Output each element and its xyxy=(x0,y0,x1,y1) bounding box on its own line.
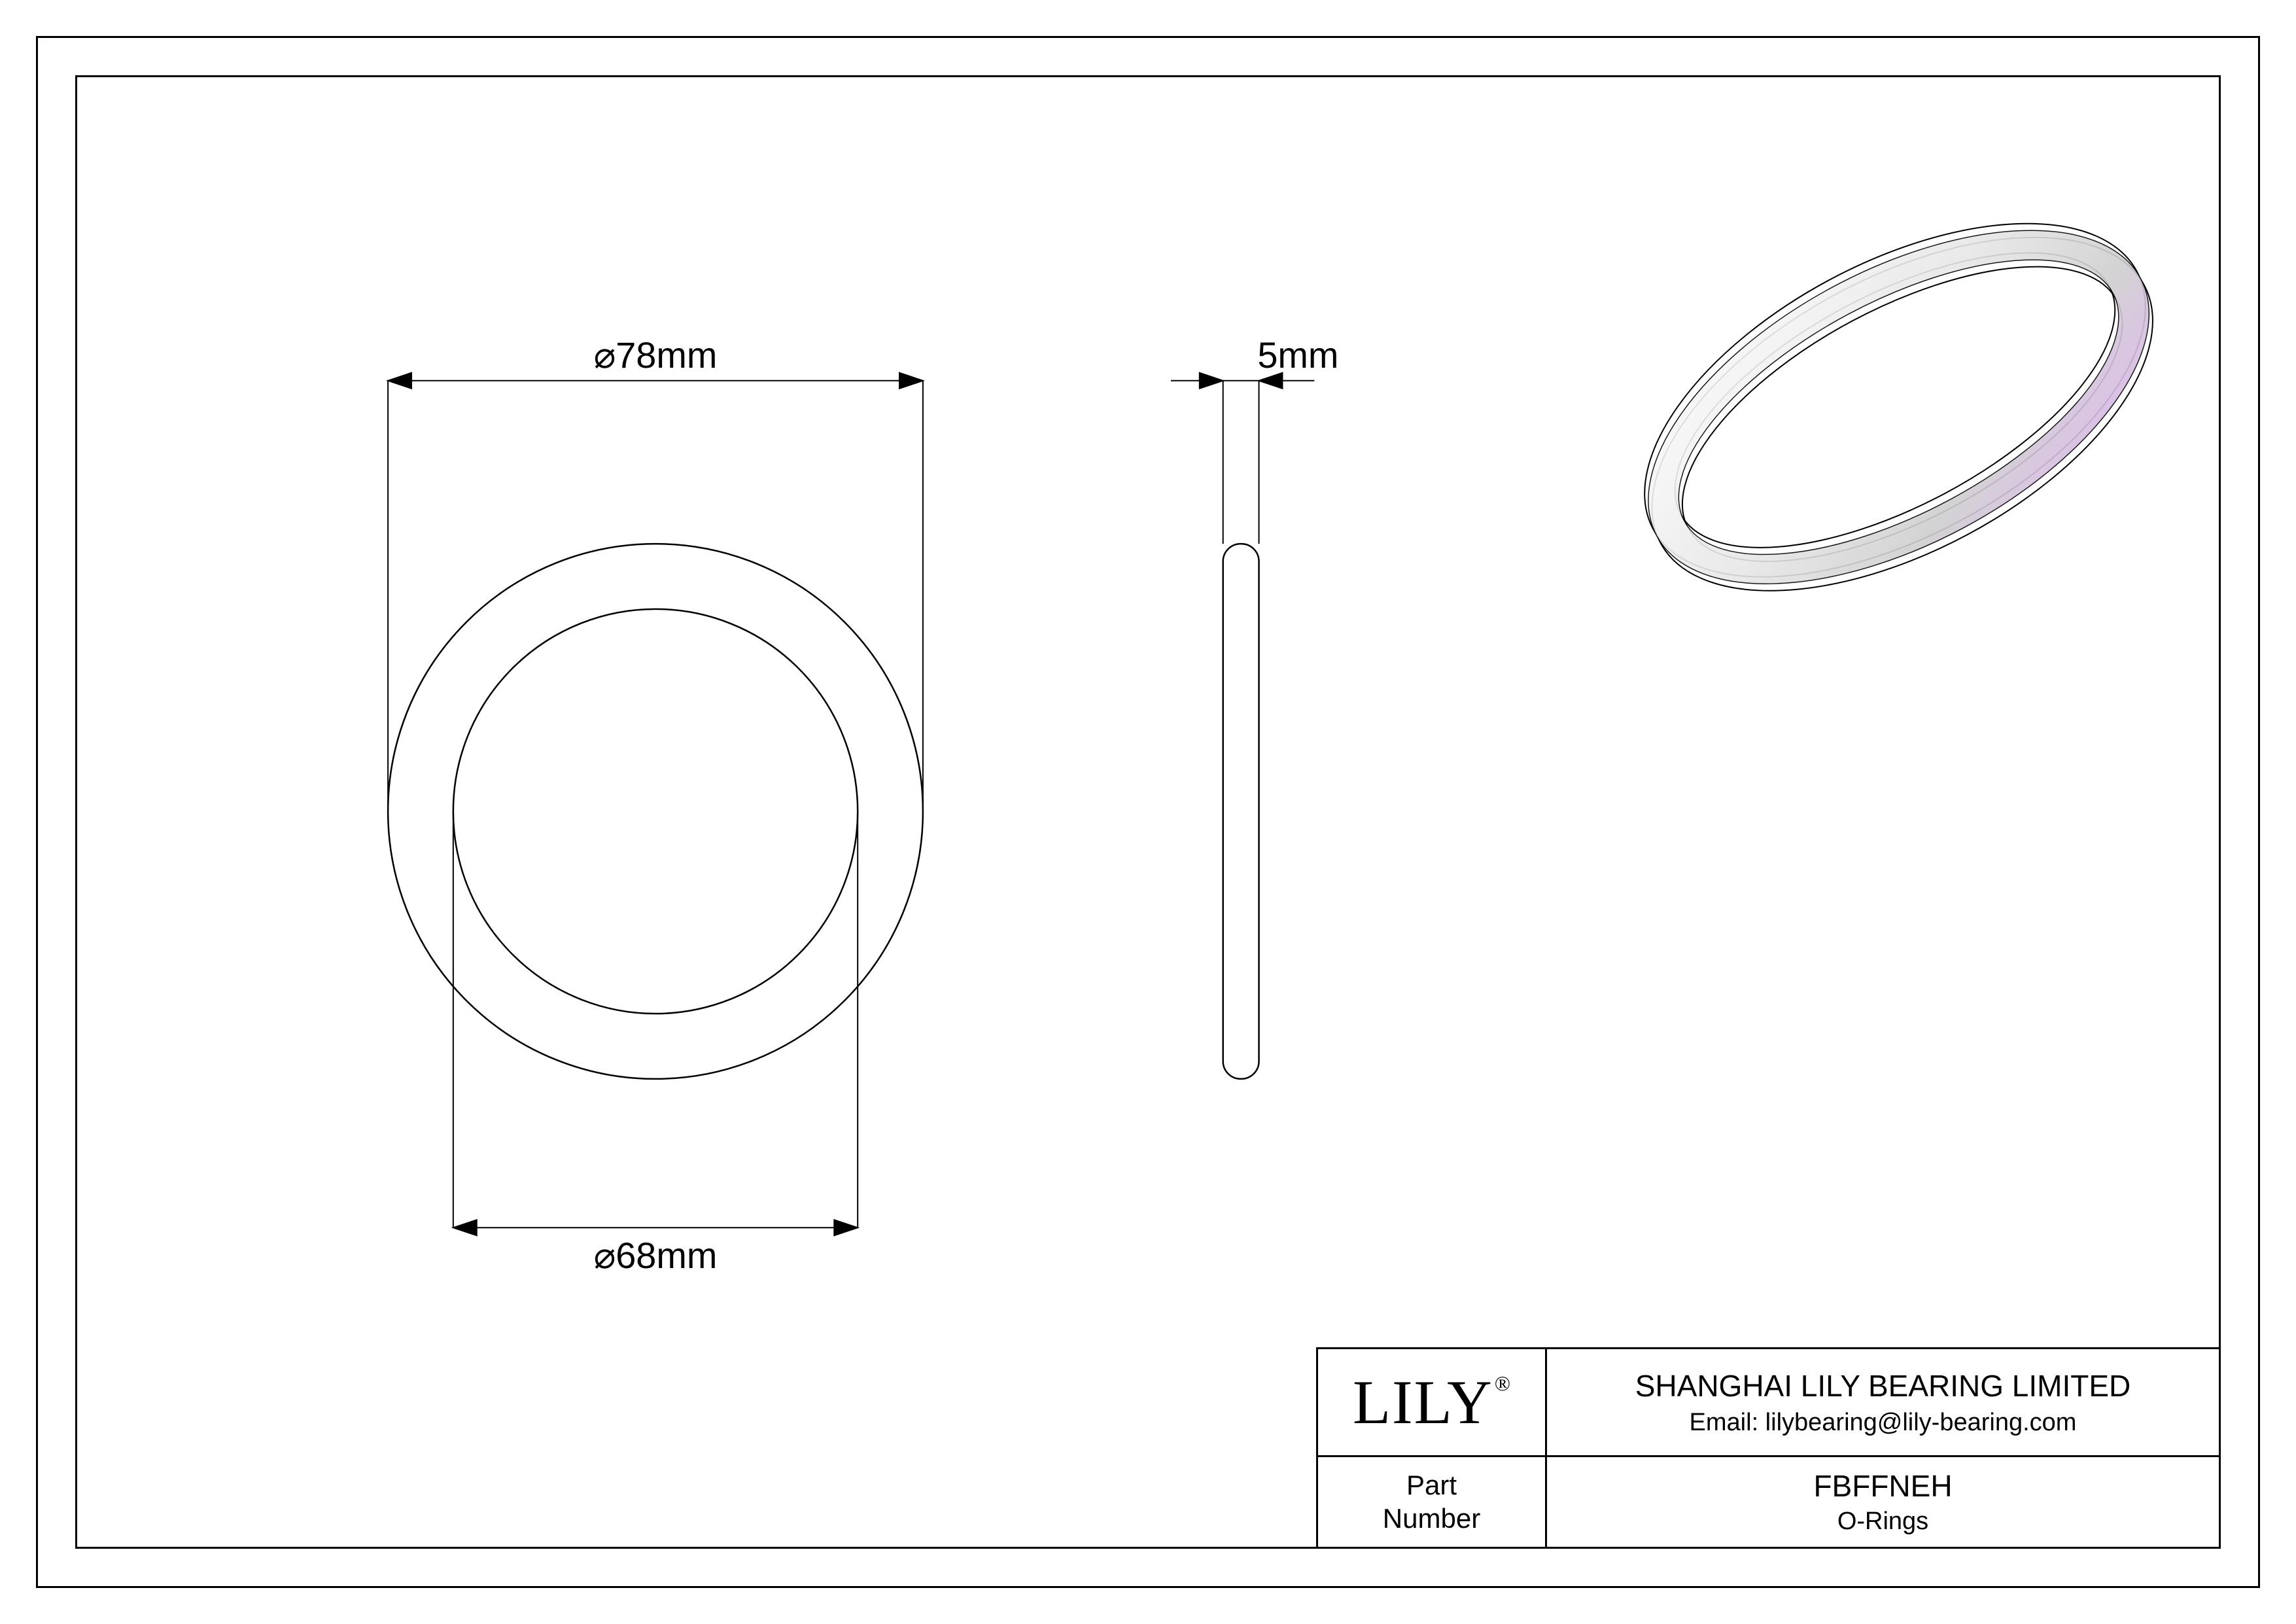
company-name: SHANGHAI LILY BEARING LIMITED xyxy=(1635,1368,2131,1403)
dim-outer-diameter-label: ⌀78mm xyxy=(594,334,718,376)
logo-text: LILY® xyxy=(1353,1366,1510,1438)
part-number-value: FBFFNEH xyxy=(1813,1468,1952,1504)
drawing-canvas: ⌀78mm ⌀68mm xyxy=(77,77,2219,1547)
logo-cell: LILY® xyxy=(1318,1349,1547,1455)
part-number-value-cell: FBFFNEH O-Rings xyxy=(1547,1457,2219,1547)
logo-name: LILY xyxy=(1353,1368,1493,1437)
drawing-sheet: ⌀78mm ⌀68mm xyxy=(0,0,2296,1624)
part-number-label-cell: Part Number xyxy=(1318,1457,1547,1547)
product-family: O-Rings xyxy=(1837,1508,1928,1536)
dim-thickness-label: 5mm xyxy=(1257,334,1338,376)
company-email: Email: lilybearing@lily-bearing.com xyxy=(1690,1409,2077,1437)
dim-inner-diameter: ⌀68mm xyxy=(453,811,858,1276)
title-block: LILY® SHANGHAI LILY BEARING LIMITED Emai… xyxy=(1316,1347,2219,1547)
dim-inner-diameter-label: ⌀68mm xyxy=(594,1235,718,1276)
inner-frame: ⌀78mm ⌀68mm xyxy=(75,75,2221,1549)
registered-mark: ® xyxy=(1495,1371,1512,1395)
part-number-label-line1: Part xyxy=(1406,1470,1457,1500)
iso-view xyxy=(1589,150,2209,663)
front-view xyxy=(388,544,923,1079)
company-cell: SHANGHAI LILY BEARING LIMITED Email: lil… xyxy=(1547,1349,2219,1455)
side-view xyxy=(1223,544,1259,1079)
dim-thickness: 5mm xyxy=(1171,334,1339,544)
dim-outer-diameter: ⌀78mm xyxy=(388,334,923,811)
part-number-label-line2: Number xyxy=(1383,1503,1480,1534)
